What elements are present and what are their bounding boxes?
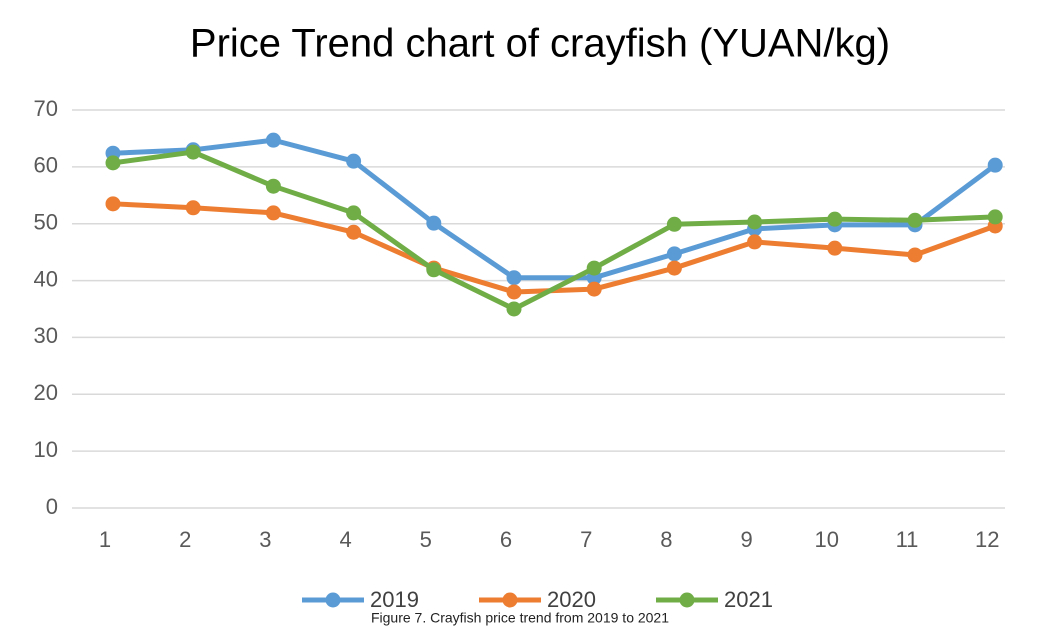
x-tick-label: 11 xyxy=(896,527,919,552)
point xyxy=(265,178,281,194)
point xyxy=(666,216,682,232)
legend-marker xyxy=(325,592,341,608)
x-tick-label: 7 xyxy=(580,527,592,552)
point xyxy=(827,211,843,227)
chart-title: Price Trend chart of crayfish (YUAN/kg) xyxy=(190,22,890,66)
point xyxy=(827,240,843,256)
point xyxy=(265,132,281,148)
point xyxy=(105,196,121,212)
x-tick-label: 6 xyxy=(500,527,512,552)
legend-label: 2019 xyxy=(370,587,419,612)
point xyxy=(907,247,923,263)
x-tick-label: 4 xyxy=(339,527,351,552)
point xyxy=(987,209,1003,225)
series-line xyxy=(112,149,996,312)
y-tick-label: 60 xyxy=(34,153,58,178)
point xyxy=(105,155,121,171)
point xyxy=(185,200,201,216)
point xyxy=(666,260,682,276)
y-tick-label: 20 xyxy=(34,380,58,405)
point xyxy=(506,284,522,300)
x-tick-label: 2 xyxy=(179,527,191,552)
y-tick-label: 50 xyxy=(34,210,58,235)
point xyxy=(346,153,362,169)
point xyxy=(265,205,281,221)
legend-marker xyxy=(502,592,518,608)
y-tick-label: 40 xyxy=(34,266,58,291)
legend-marker xyxy=(679,592,695,608)
y-tick-label: 30 xyxy=(34,323,58,348)
y-tick-label: 0 xyxy=(46,494,58,519)
point xyxy=(666,246,682,262)
x-tick-label: 5 xyxy=(420,527,432,552)
legend-label: 2021 xyxy=(724,587,773,612)
point xyxy=(506,270,522,286)
point xyxy=(747,234,763,250)
point xyxy=(586,281,602,297)
point xyxy=(747,214,763,230)
point xyxy=(506,301,522,317)
y-tick-label: 10 xyxy=(34,437,58,462)
x-tick-label: 1 xyxy=(99,527,111,552)
point xyxy=(987,157,1003,173)
y-tick-label: 70 xyxy=(34,96,58,121)
series-line xyxy=(112,137,997,281)
point xyxy=(586,260,602,276)
point xyxy=(185,144,201,160)
point xyxy=(426,215,442,231)
x-tick-label: 12 xyxy=(975,527,999,552)
point xyxy=(346,205,362,221)
legend-label: 2020 xyxy=(547,587,596,612)
x-tick-label: 10 xyxy=(815,527,839,552)
caption: Figure 7. Crayfish price trend from 2019… xyxy=(371,610,669,626)
point xyxy=(346,224,362,240)
point xyxy=(907,212,923,228)
point xyxy=(426,262,442,278)
x-tick-label: 3 xyxy=(259,527,271,552)
x-tick-label: 8 xyxy=(660,527,672,552)
x-tick-label: 9 xyxy=(740,527,752,552)
